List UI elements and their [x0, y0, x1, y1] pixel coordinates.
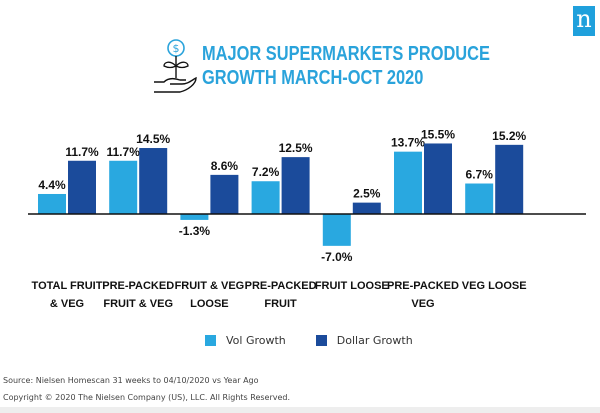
data-label: 6.7%: [466, 168, 494, 182]
data-label: 7.2%: [252, 165, 280, 179]
bar-dollar-growth: [495, 144, 524, 214]
legend-item-dollar-growth: Dollar Growth: [315, 334, 413, 347]
bar-dollar-growth: [424, 143, 452, 214]
data-label: -1.3%: [179, 224, 211, 238]
category-label: LOOSE: [190, 298, 229, 310]
category-label: FRUIT & VEG: [103, 298, 173, 310]
bar-vol-growth: [180, 214, 209, 220]
category-label: VEG: [411, 298, 434, 310]
bar-vol-growth: [322, 214, 351, 246]
category-label: PRE-PACKED: [245, 280, 317, 292]
data-label: 4.4%: [38, 178, 66, 192]
data-label: 13.7%: [391, 136, 425, 150]
data-label: 14.5%: [136, 132, 170, 146]
svg-text:$: $: [173, 42, 180, 55]
source-note: Source: Nielsen Homescan 31 weeks to 04/…: [3, 376, 259, 385]
legend-label-dollar-growth: Dollar Growth: [336, 334, 413, 347]
bar-dollar-growth: [352, 202, 381, 214]
data-label: 11.7%: [107, 145, 141, 159]
legend-label-vol-growth: Vol Growth: [226, 334, 286, 347]
legend-swatch-vol-growth: [205, 335, 216, 346]
bar-dollar-growth: [139, 148, 168, 214]
data-label: -7.0%: [321, 250, 353, 264]
chart-title-line2: GROWTH MARCH-OCT 2020: [202, 67, 424, 89]
bar-vol-growth: [109, 160, 138, 214]
legend-swatch-dollar-growth: [315, 335, 327, 346]
data-label: 12.5%: [279, 141, 313, 155]
category-label: & VEG: [50, 298, 84, 310]
data-label: 15.2%: [492, 129, 526, 143]
legend-item-vol-growth: Vol Growth: [205, 334, 286, 347]
category-label: TOTAL FRUIT: [32, 280, 103, 292]
bar-vol-growth: [38, 193, 66, 214]
legend: Vol Growth Dollar Growth: [205, 334, 413, 347]
data-label: 2.5%: [353, 187, 381, 201]
data-label: 8.6%: [211, 159, 239, 173]
bar-vol-growth: [465, 183, 494, 214]
bar-chart: 4.4%11.7%TOTAL FRUIT& VEG11.7%14.5%PRE-P…: [28, 127, 586, 310]
bottom-band: [0, 407, 600, 413]
bar-vol-growth: [394, 151, 422, 214]
bar-dollar-growth: [210, 174, 239, 214]
bar-dollar-growth: [281, 157, 310, 214]
nielsen-logo: n: [573, 6, 595, 36]
category-label: FRUIT & VEG: [175, 280, 245, 292]
category-label: VEG LOOSE: [462, 280, 527, 292]
category-label: PRE-PACKED: [102, 280, 174, 292]
data-label: 11.7%: [65, 145, 99, 159]
category-label: FRUIT LOOSE: [315, 280, 389, 292]
money-plant-in-hand-icon: $: [154, 39, 197, 93]
category-label: PRE-PACKED: [387, 280, 459, 292]
data-label: 15.5%: [421, 127, 455, 141]
category-label: FRUIT: [264, 298, 297, 310]
bar-dollar-growth: [68, 160, 96, 214]
copyright-note: Copyright © 2020 The Nielsen Company (US…: [3, 393, 291, 402]
bar-vol-growth: [251, 181, 280, 214]
